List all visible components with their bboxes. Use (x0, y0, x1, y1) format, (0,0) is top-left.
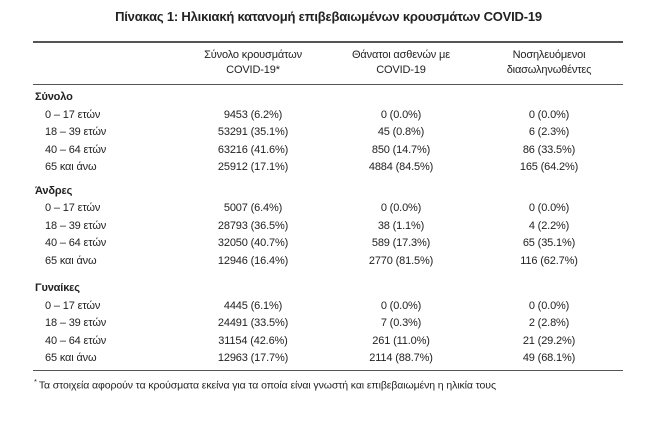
intubated-value: 116 (62.7%) (520, 254, 578, 267)
intubated-value: 65 (35.1%) (522, 237, 576, 249)
table-header-row: Σύνολο κρουσμάτων COVID-19* Θάνατοι ασθε… (33, 41, 623, 85)
age-label: 0 – 17 ετών (45, 108, 101, 121)
col-header-deaths: Θάνατοι ασθενών με COVID-19 (327, 48, 475, 78)
covid-age-distribution-table: Σύνολο κρουσμάτων COVID-19* Θάνατοι ασθε… (33, 41, 623, 391)
col-header-line: διασωληνωθέντες (506, 64, 592, 76)
deaths-value: 0 (0.0%) (380, 108, 422, 121)
cases-value: 53291 (35.1%) (217, 126, 289, 138)
deaths-value: 45 (0.8%) (377, 126, 425, 138)
col-header-line: Θάνατοι ασθενών με (352, 49, 450, 61)
deaths-value: 2770 (81.5%) (368, 254, 434, 267)
intubated-value: 49 (68.1%) (522, 352, 576, 364)
age-label: 0 – 17 ετών (45, 299, 101, 312)
cases-value: 5007 (6.4%) (223, 202, 283, 214)
col-header-line: COVID-19* (226, 64, 280, 76)
intubated-value: 6 (2.3%) (528, 126, 570, 138)
section-label-men: Άνδρες (35, 184, 73, 197)
table-row: 65 και άνω 12963 (17.7%) 2114 (88.7%) 49… (33, 350, 623, 368)
cases-value: 12963 (17.7%) (217, 352, 289, 364)
table-row: 18 – 39 ετών 24491 (33.5%) 7 (0.3%) 2 (2… (33, 315, 623, 333)
deaths-value: 4884 (84.5%) (368, 161, 434, 173)
age-label: 18 – 39 ετών (45, 219, 107, 232)
age-label: 40 – 64 ετών (45, 143, 107, 156)
intubated-value: 165 (64.2%) (519, 161, 579, 173)
cases-value: 9453 (6.2%) (223, 108, 283, 121)
table-row: 40 – 64 ετών 32050 (40.7%) 589 (17.3%) 6… (33, 235, 623, 253)
intubated-value: 0 (0.0%) (528, 108, 570, 121)
cases-value: 63216 (41.6%) (217, 143, 289, 156)
age-label: 65 και άνω (45, 161, 97, 173)
cases-value: 12946 (16.4%) (217, 254, 289, 267)
table-row: 0 – 17 ετών 5007 (6.4%) 0 (0.0%) 0 (0.0%… (33, 200, 623, 218)
cases-value: 28793 (36.5%) (217, 219, 289, 232)
footnote-asterisk: * (34, 376, 37, 386)
table-body: Σύνολο 0 – 17 ετών 9453 (6.2%) 0 (0.0%) … (33, 89, 623, 371)
age-label: 18 – 39 ετών (45, 126, 107, 138)
cases-value: 4445 (6.1%) (223, 299, 283, 312)
intubated-value: 0 (0.0%) (528, 202, 570, 214)
deaths-value: 589 (17.3%) (371, 237, 431, 249)
intubated-value: 0 (0.0%) (528, 299, 570, 312)
col-header-intubated: Νοσηλευόμενοι διασωληνωθέντες (475, 48, 623, 78)
intubated-value: 86 (33.5%) (522, 143, 576, 156)
table-footnote: * Τα στοιχεία αφορούν τα κρούσματα εκείνα… (33, 377, 623, 392)
age-label: 65 και άνω (45, 254, 97, 267)
deaths-value: 2114 (88.7%) (369, 352, 433, 364)
col-header-line: Νοσηλευόμενοι (512, 49, 586, 61)
table-row: 0 – 17 ετών 9453 (6.2%) 0 (0.0%) 0 (0.0%… (33, 107, 623, 125)
age-label: 40 – 64 ετών (45, 334, 107, 347)
cases-value: 24491 (33.5%) (217, 317, 289, 329)
table-row: 40 – 64 ετών 31154 (42.6%) 261 (11.0%) 2… (33, 333, 623, 351)
deaths-value: 261 (11.0%) (372, 334, 430, 347)
table-title: Πίνακας 1: Ηλικιακή κατανομή επιβεβαιωμέ… (115, 9, 542, 24)
footnote-text: Τα στοιχεία αφορούν τα κρούσματα εκείνα … (38, 379, 496, 391)
deaths-value: 850 (14.7%) (371, 143, 431, 156)
age-label: 0 – 17 ετών (45, 202, 101, 214)
deaths-value: 7 (0.3%) (380, 317, 422, 329)
intubated-value: 2 (2.8%) (528, 317, 570, 329)
age-label: 65 και άνω (45, 352, 97, 364)
age-label: 18 – 39 ετών (45, 317, 107, 329)
deaths-value: 38 (1.1%) (377, 219, 425, 232)
section-label-total: Σύνολο (35, 91, 73, 103)
deaths-value: 0 (0.0%) (380, 202, 422, 214)
cases-value: 31154 (42.6%) (218, 334, 288, 347)
table-row: 0 – 17 ετών 4445 (6.1%) 0 (0.0%) 0 (0.0%… (33, 298, 623, 316)
corner-cell (33, 48, 179, 78)
cases-value: 25912 (17.1%) (217, 161, 289, 173)
col-header-line: COVID-19 (376, 64, 426, 76)
age-label: 40 – 64 ετών (45, 237, 107, 249)
intubated-value: 21 (29.2%) (522, 334, 576, 347)
col-header-line: Σύνολο κρουσμάτων (204, 49, 302, 61)
table-row: 65 και άνω 25912 (17.1%) 4884 (84.5%) 16… (33, 159, 623, 177)
deaths-value: 0 (0.0%) (380, 299, 422, 312)
col-header-total-cases: Σύνολο κρουσμάτων COVID-19* (179, 48, 327, 78)
intubated-value: 4 (2.2%) (528, 219, 570, 232)
table-row: 18 – 39 ετών 28793 (36.5%) 38 (1.1%) 4 (… (33, 218, 623, 236)
table-row: 18 – 39 ετών 53291 (35.1%) 45 (0.8%) 6 (… (33, 124, 623, 142)
cases-value: 32050 (40.7%) (217, 237, 289, 249)
table-row: 40 – 64 ετών 63216 (41.6%) 850 (14.7%) 8… (33, 142, 623, 160)
table-row: 65 και άνω 12946 (16.4%) 2770 (81.5%) 11… (33, 253, 623, 271)
section-label-women: Γυναίκες (35, 282, 80, 294)
